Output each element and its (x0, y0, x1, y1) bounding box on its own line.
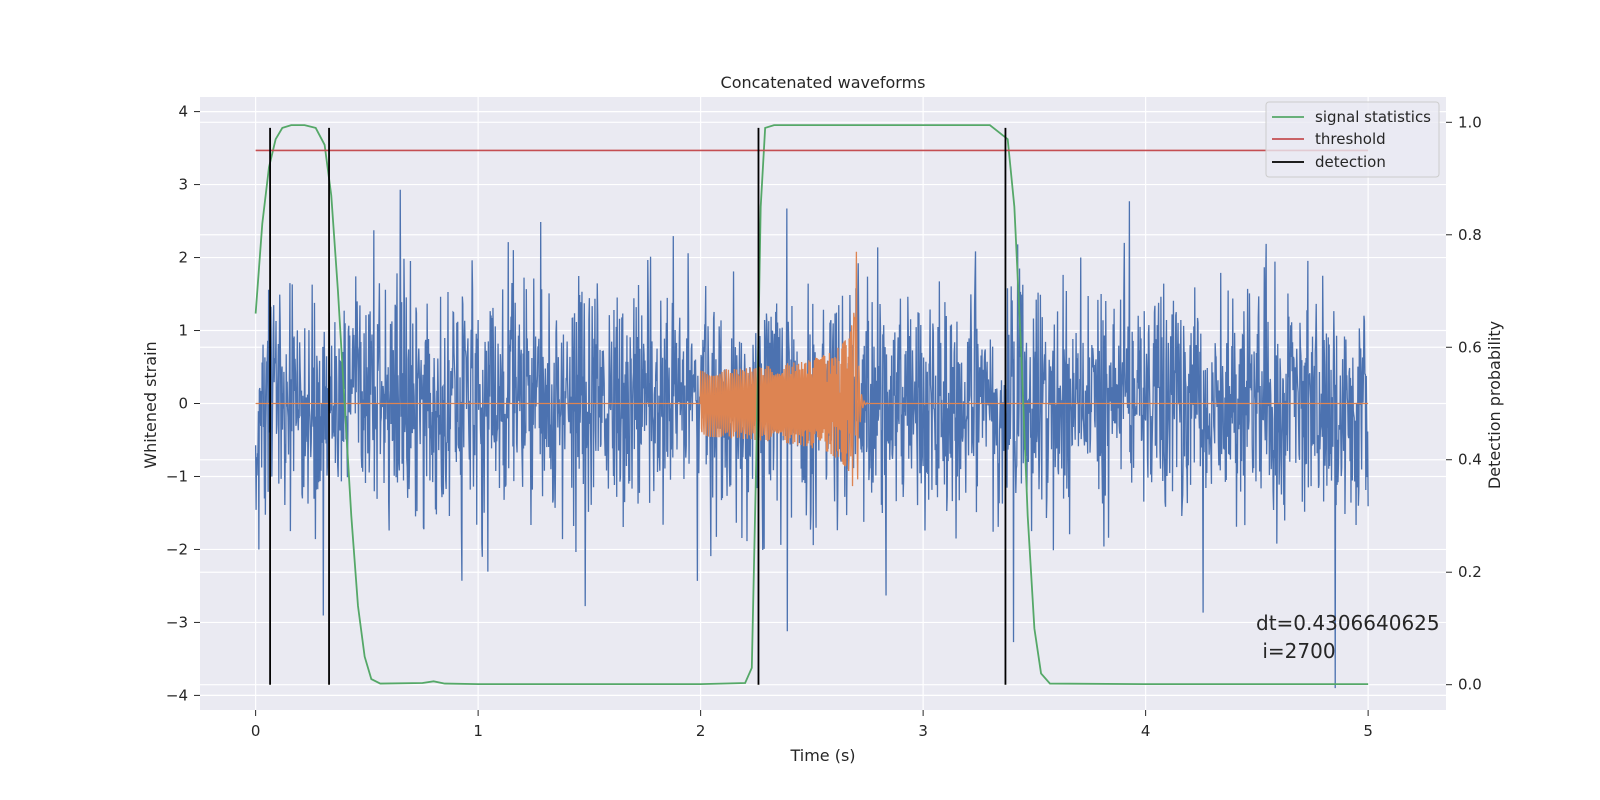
axis-ticks: 0 1 2 3 4 5 −4 −3 −2 −1 0 1 2 3 4 0.0 0.2 0.4 0.6 0.8 1.0 (166, 103, 1482, 740)
legend-box (1265, 101, 1440, 178)
y-tick-label: 3 (178, 176, 188, 194)
y-tick-label: 1 (178, 322, 188, 340)
y-tick-label: −3 (166, 613, 188, 631)
y-tick-label: −1 (166, 467, 188, 485)
annotation: dt=0.4306640625 i=2700 (1256, 611, 1440, 663)
x-tick-label: 3 (918, 722, 928, 740)
legend-label: detection (1315, 153, 1386, 171)
y-tick-label: −2 (166, 540, 188, 558)
chart-title: Concatenated waveforms (721, 73, 926, 92)
x-axis-label: Time (s) (789, 746, 855, 765)
annotation-dt: dt=0.4306640625 (1256, 611, 1440, 635)
x-tick-label: 2 (696, 722, 706, 740)
chirp-waveform-line (255, 251, 1369, 487)
signal-statistics-line (254, 124, 1369, 686)
y-right-axis-label: Detection probability (1485, 321, 1504, 489)
x-tick-label: 0 (251, 722, 261, 740)
y-tick-label: 2 (178, 249, 188, 267)
legend-entry-threshold: threshold (1272, 130, 1386, 148)
legend-label: threshold (1315, 130, 1386, 148)
y-right-tick-label: 0.0 (1458, 676, 1482, 694)
detection-lines (269, 127, 1007, 685)
x-tick-label: 1 (473, 722, 483, 740)
y-right-tick-label: 0.4 (1458, 451, 1482, 469)
data-layer (254, 124, 1369, 689)
y-right-tick-label: 1.0 (1458, 113, 1482, 131)
y-axis-label: Whitened strain (141, 341, 160, 468)
y-tick-label: 4 (178, 103, 188, 121)
x-tick-label: 4 (1141, 722, 1151, 740)
legend-label: signal statistics (1315, 108, 1431, 126)
y-tick-label: −4 (166, 686, 188, 704)
x-tick-label: 5 (1363, 722, 1373, 740)
legend: signal statistics threshold detection (1265, 101, 1440, 178)
legend-entry-detection: detection (1272, 153, 1386, 171)
y-tick-label: 0 (178, 395, 188, 413)
y-right-tick-label: 0.2 (1458, 563, 1482, 581)
legend-entry-signal-statistics: signal statistics (1272, 108, 1431, 126)
annotation-i: i=2700 (1256, 639, 1336, 663)
y-right-tick-label: 0.8 (1458, 226, 1482, 244)
y-right-tick-label: 0.6 (1458, 338, 1482, 356)
